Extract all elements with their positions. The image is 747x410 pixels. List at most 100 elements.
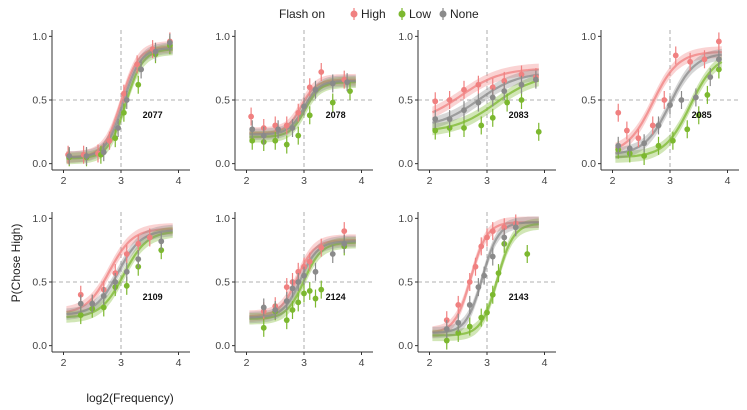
data-point-none — [301, 272, 307, 279]
y-tick-label: 0.5 — [581, 95, 596, 107]
data-point-high — [672, 52, 679, 59]
y-tick-label: 0.0 — [581, 158, 596, 170]
y-tick-label: 0.0 — [398, 340, 413, 352]
data-point-low — [669, 137, 676, 144]
fit-curve-none — [432, 221, 539, 334]
data-point-none — [501, 234, 508, 241]
data-point-none — [443, 326, 450, 332]
data-point-high — [318, 244, 325, 251]
data-point-low — [312, 295, 319, 302]
data-point-low — [306, 288, 313, 294]
y-tick-label: 0.0 — [398, 158, 413, 170]
x-tick-label: 3 — [118, 175, 124, 187]
panel-label: 2083 — [509, 110, 529, 120]
panel-label: 2077 — [143, 110, 163, 120]
data-point-low — [535, 128, 542, 135]
data-point-none — [641, 140, 648, 147]
fit-band-high — [66, 41, 173, 163]
data-point-none — [667, 102, 673, 108]
data-point-low — [478, 314, 485, 321]
data-point-none — [77, 300, 84, 307]
y-tick-label: 0.0 — [215, 340, 230, 352]
data-point-low — [715, 66, 722, 73]
panel-label: 2109 — [143, 292, 163, 302]
data-point-none — [83, 153, 90, 159]
data-point-none — [466, 302, 473, 308]
y-tick-label: 0.0 — [215, 158, 230, 170]
data-point-none — [678, 97, 685, 103]
data-point-none — [455, 319, 462, 326]
y-axis-label: P(Chose High) — [9, 224, 23, 303]
data-point-none — [260, 304, 267, 311]
data-point-none — [489, 253, 496, 260]
data-point-low — [329, 99, 336, 106]
data-point-high — [461, 86, 467, 93]
legend-label-low: Low — [409, 7, 431, 21]
data-point-high — [661, 97, 668, 103]
data-point-low — [318, 286, 325, 293]
x-tick-label: 3 — [484, 175, 490, 187]
data-point-none — [329, 251, 336, 257]
data-point-low — [272, 137, 279, 144]
data-point-low — [295, 299, 302, 306]
y-tick-label: 1.0 — [215, 213, 230, 225]
x-tick-label: 4 — [542, 357, 548, 369]
data-point-high — [489, 228, 496, 234]
data-point-none — [158, 238, 165, 245]
panel-2124: 0.0 0.5 1.0 2 3 4 2124 — [215, 212, 373, 369]
data-point-low — [704, 92, 711, 98]
data-point-none — [707, 74, 714, 80]
data-point-low — [301, 290, 307, 297]
data-point-none — [329, 80, 336, 87]
panels: 0.0 0.5 1.0 2 3 4 2077 0.0 0.5 1.0 2 3 4 2078 0.0 0.5 1.… — [32, 30, 739, 369]
x-axis-label: log2(Frequency) — [86, 391, 173, 405]
data-point-none — [249, 126, 256, 133]
x-tick-label: 2 — [244, 175, 250, 187]
legend-entry-low: Low — [398, 7, 431, 21]
data-point-high — [472, 263, 479, 270]
data-point-high — [501, 78, 508, 84]
data-point-none — [715, 56, 722, 63]
fit-curve-none — [249, 79, 356, 136]
data-point-high — [489, 84, 496, 91]
data-point-low — [455, 330, 462, 336]
x-tick-label: 3 — [301, 175, 307, 187]
data-point-none — [692, 94, 699, 101]
data-point-high — [687, 58, 694, 65]
data-point-none — [312, 86, 319, 93]
y-tick-label: 1.0 — [215, 31, 230, 43]
fit-curve-low — [249, 81, 356, 138]
data-point-low — [260, 324, 267, 331]
data-point-high — [120, 90, 127, 97]
data-point-none — [66, 153, 73, 159]
data-point-none — [446, 116, 453, 122]
data-point-low — [461, 125, 467, 131]
y-tick-label: 0.5 — [398, 277, 413, 289]
x-tick-label: 2 — [61, 175, 67, 187]
data-point-low — [504, 99, 511, 106]
x-tick-label: 4 — [176, 357, 182, 369]
data-point-high — [649, 122, 656, 129]
data-point-low — [484, 309, 490, 316]
y-tick-label: 1.0 — [581, 31, 596, 43]
y-tick-label: 1.0 — [32, 213, 47, 225]
data-point-none — [475, 99, 482, 106]
data-point-low — [641, 153, 648, 159]
data-point-none — [100, 149, 107, 156]
data-point-high — [248, 113, 255, 120]
data-point-high — [615, 109, 622, 116]
data-point-none — [501, 88, 508, 94]
fit-band-high — [66, 223, 173, 318]
data-point-low — [478, 122, 485, 129]
data-point-none — [615, 142, 622, 149]
data-point-low — [695, 112, 702, 119]
data-point-none — [166, 39, 173, 46]
data-point-none — [432, 116, 439, 122]
data-point-none — [115, 125, 122, 131]
data-point-high — [446, 97, 453, 103]
data-point-high — [306, 258, 313, 265]
data-point-low — [655, 142, 662, 149]
data-point-high — [295, 268, 302, 275]
data-point-high — [306, 84, 313, 91]
